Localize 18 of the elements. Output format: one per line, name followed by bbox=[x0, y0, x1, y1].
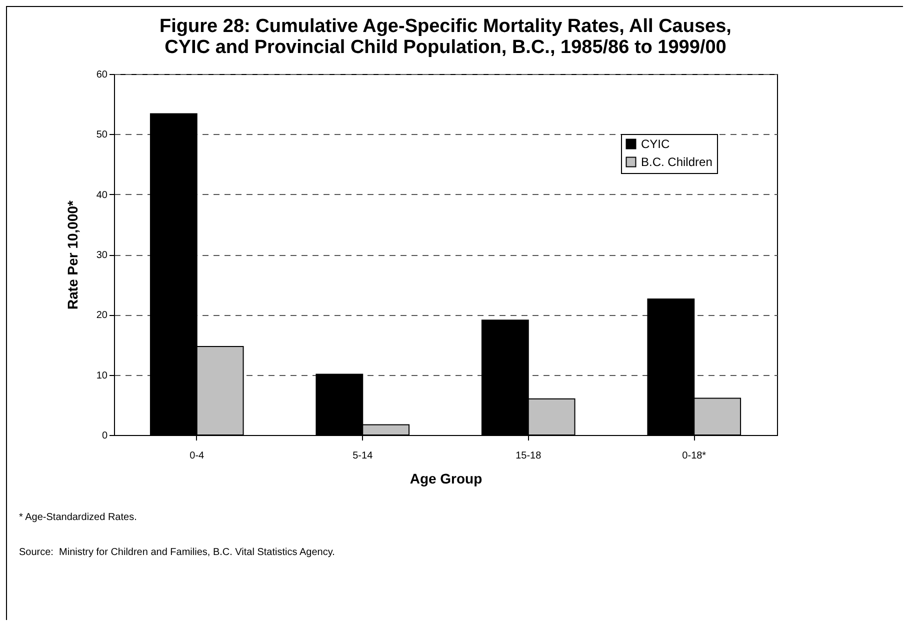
y-tick-label: 60 bbox=[96, 70, 108, 80]
x-tick-label: 15-18 bbox=[516, 450, 542, 462]
x-tick-label: 5-14 bbox=[352, 450, 374, 462]
x-tick-label: 0-4 bbox=[190, 450, 205, 462]
chart-title: Figure 28: Cumulative Age-Specific Mortality Rates, All Causes, CYIC and Provincial Child Population, B.C., 1985/86 to 1999/00 bbox=[160, 16, 732, 58]
source-note: Source: Ministry for Children and Families, B.C. Vital Statistics Agency. bbox=[19, 547, 335, 558]
text: * Age-Standardized Rates. bbox=[19, 512, 138, 523]
y-tick-label: 30 bbox=[96, 250, 108, 261]
legend-label: CYIC bbox=[641, 137, 670, 151]
y-tick-label: 50 bbox=[96, 130, 108, 141]
y-tick-label: 20 bbox=[96, 310, 108, 322]
legend-label: B.C. Children bbox=[641, 155, 712, 169]
y-axis-title: Rate Per 10,000* bbox=[64, 200, 80, 310]
y-tick-label: 0 bbox=[102, 430, 108, 442]
y-tick-label: 10 bbox=[96, 370, 108, 382]
x-tick-label: 0-18* bbox=[682, 450, 706, 462]
y-tick-label: 40 bbox=[96, 190, 108, 201]
x-axis-title: Age Group bbox=[410, 470, 482, 486]
